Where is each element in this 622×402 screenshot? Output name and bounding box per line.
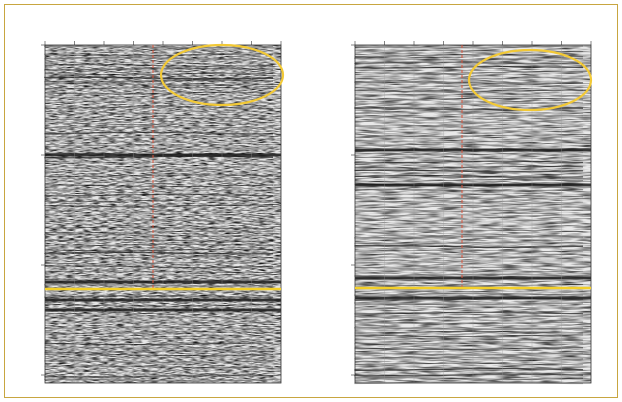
seismic-panel xyxy=(41,41,281,383)
page: (() => { const svg = document.getElement… xyxy=(0,0,622,402)
seismic-panel xyxy=(351,41,591,383)
figure xyxy=(0,0,622,402)
